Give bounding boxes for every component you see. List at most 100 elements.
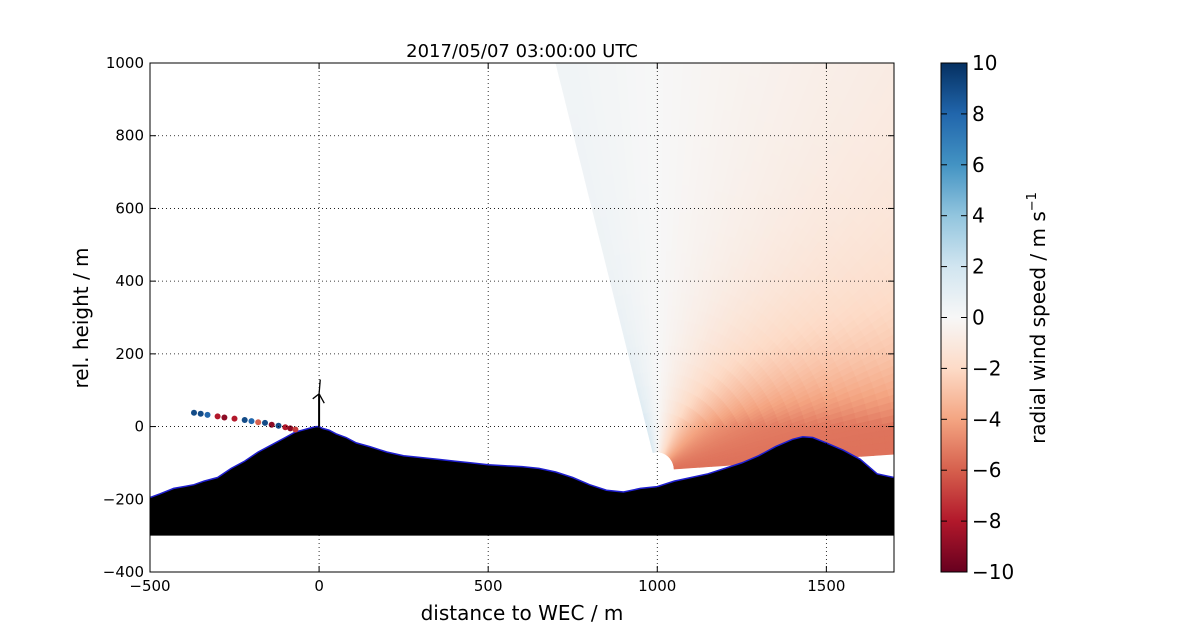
scan-cell (661, 183, 669, 198)
scan-cell (672, 63, 683, 78)
scan-cell (631, 0, 643, 10)
scan-cell (654, 142, 663, 157)
scan-cell (1084, 342, 1099, 357)
scan-cell (1079, 381, 1093, 395)
scan-cell (1093, 327, 1108, 343)
scan-cell (916, 162, 932, 179)
scan-cell (785, 3, 800, 20)
scan-cell (1101, 363, 1116, 378)
scan-cell (917, 145, 933, 162)
scan-cell (977, 383, 991, 395)
scan-cell (901, 266, 916, 281)
scan-cell (755, 36, 768, 52)
scan-cell (884, 288, 894, 303)
scan-cell (925, 380, 939, 391)
scan-cell (666, 210, 674, 225)
scan-cell (1003, 239, 1019, 256)
scan-cell (1010, 436, 1023, 447)
scan-cell (848, 30, 864, 47)
scan-cell (925, 99, 942, 117)
scatter-point (241, 417, 248, 423)
scan-cell (1059, 420, 1073, 433)
scan-cell (889, 196, 894, 206)
scan-cell (968, 183, 984, 200)
scatter-point (268, 421, 275, 428)
scan-cell (922, 429, 935, 438)
scan-cell (987, 210, 1003, 227)
scan-cell (898, 342, 912, 354)
scan-cell (705, 25, 717, 40)
scan-cell (895, 419, 908, 428)
scan-cell (896, 335, 910, 348)
scan-cell (644, 63, 645, 64)
scan-cell (900, 165, 915, 182)
scan-cell (976, 334, 991, 348)
scan-cell (990, 193, 1006, 210)
scan-cell (638, 142, 648, 158)
scan-cell (982, 227, 998, 243)
scan-cell (591, 26, 603, 41)
scan-cell (899, 182, 914, 199)
scan-cell (750, 7, 764, 23)
scan-cell (610, 10, 622, 25)
scan-cell (664, 22, 675, 36)
scan-cell (907, 329, 921, 342)
scan-cell (689, 77, 701, 93)
scan-cell (911, 377, 925, 388)
scan-cell (1068, 395, 1082, 408)
scan-cell (886, 386, 894, 397)
y-axis-label: rel. height / m (69, 247, 93, 388)
scan-cell (1004, 300, 1019, 315)
x-axis-label: distance to WEC / m (421, 601, 624, 625)
scan-cell (1013, 159, 1030, 177)
scan-cell (1011, 363, 1025, 376)
scan-cell (896, 426, 909, 435)
scan-cell (987, 236, 1003, 252)
scan-cell (927, 194, 943, 211)
scan-cell (1089, 314, 1104, 330)
scan-cell (796, 7, 811, 24)
scan-cell (913, 343, 927, 355)
scan-cell (682, 157, 692, 173)
scan-cell (1003, 334, 1018, 348)
scan-cell (832, 7, 848, 24)
scan-cell (1056, 397, 1070, 410)
wind-turbine (312, 379, 325, 427)
scan-cell (893, 150, 894, 153)
scan-cell (654, 156, 663, 171)
scan-cell (922, 436, 935, 445)
x-tick-label: 0 (314, 577, 324, 595)
scan-cell (706, 12, 718, 27)
scan-cell (901, 113, 917, 131)
scan-cell (1093, 391, 1107, 405)
scan-cell (905, 273, 920, 288)
scan-cell (911, 258, 926, 273)
scan-cell (1067, 383, 1081, 397)
scan-cell (858, 63, 863, 65)
scan-cell (1009, 354, 1024, 367)
scan-cell (622, 23, 633, 37)
scan-cell (979, 392, 993, 404)
scan-cell (715, 27, 727, 42)
scan-cell (756, 63, 763, 65)
scan-cell (899, 78, 915, 96)
scatter-point (287, 425, 294, 432)
scan-cell (1009, 426, 1022, 437)
colorbar-tick-label: 2 (972, 255, 985, 279)
scan-cell (668, 169, 677, 185)
scan-cell (893, 133, 894, 136)
colorbar-tick-label: 6 (972, 153, 985, 177)
scan-cell (727, 15, 740, 30)
colorbar-tick-label: 10 (972, 51, 997, 75)
scan-cell (740, 4, 753, 20)
scan-cell (788, 32, 802, 49)
scatter-point (231, 415, 238, 422)
scan-cell (664, 263, 671, 279)
scan-cell (910, 336, 924, 349)
scan-cell (966, 226, 982, 242)
scan-cell (1069, 334, 1084, 349)
scan-cell (654, 36, 664, 50)
scan-cell (654, 49, 664, 62)
scan-cell (626, 89, 638, 105)
scan-cell (812, 63, 828, 74)
